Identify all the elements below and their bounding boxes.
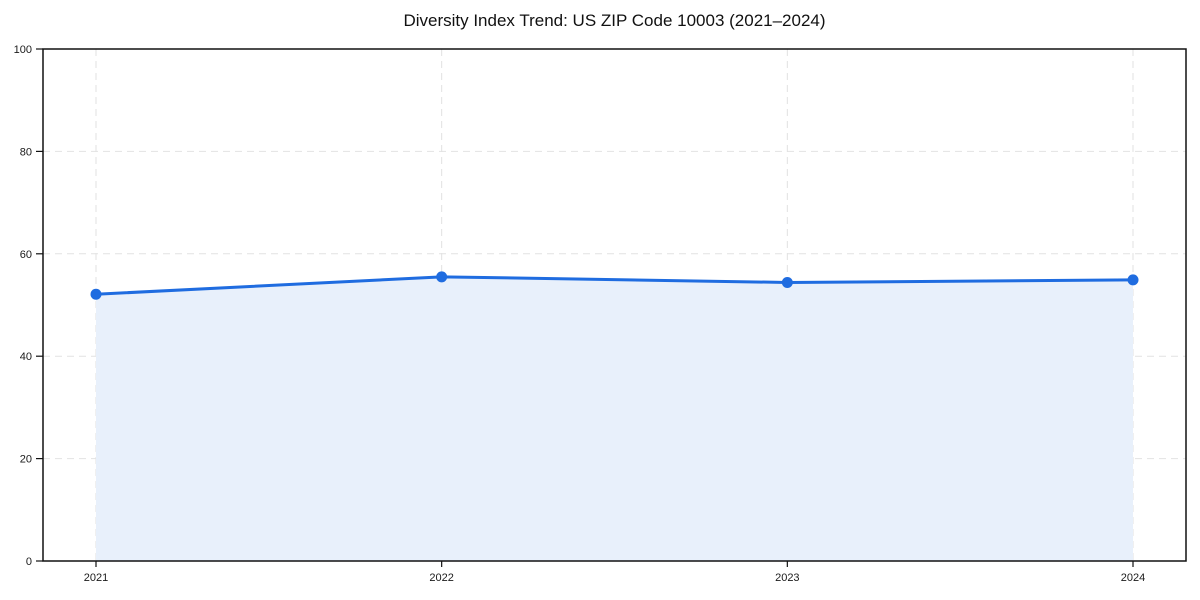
x-tick-label: 2023	[775, 572, 799, 584]
data-point-marker	[781, 276, 793, 288]
y-tick-label: 0	[26, 556, 32, 568]
y-tick-label: 60	[20, 249, 32, 261]
y-tick-label: 80	[20, 146, 32, 158]
plot-border	[42, 48, 1187, 562]
area-fill	[96, 276, 1133, 561]
chart-title: Diversity Index Trend: US ZIP Code 10003…	[403, 11, 826, 30]
x-tick-label: 2021	[84, 572, 108, 584]
y-tick-label: 20	[20, 454, 32, 466]
data-point-marker	[436, 271, 448, 283]
x-tick-label: 2022	[429, 572, 453, 584]
y-tick-label: 40	[20, 351, 32, 363]
data-point-marker	[90, 288, 102, 300]
x-tick-label: 2024	[1121, 572, 1145, 584]
data-point-marker	[1127, 274, 1139, 286]
trend-line	[94, 275, 1135, 296]
y-tick-label: 100	[14, 44, 32, 56]
